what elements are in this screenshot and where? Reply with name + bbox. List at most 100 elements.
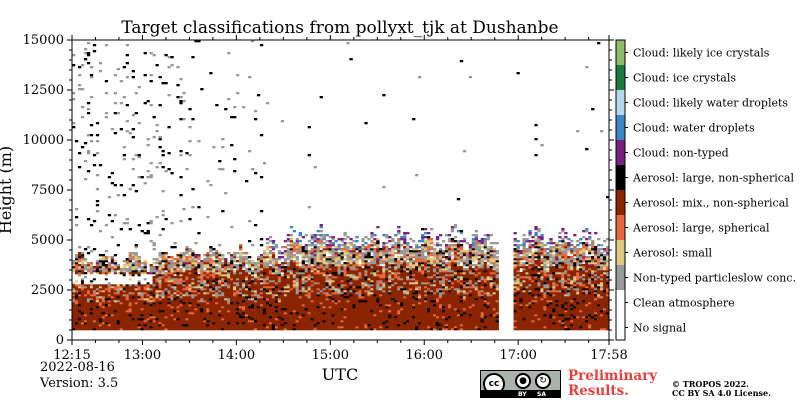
class-cell	[218, 264, 222, 267]
class-cell	[385, 322, 389, 325]
class-cell	[298, 296, 303, 299]
class-cell	[170, 272, 174, 275]
class-cell	[325, 312, 329, 315]
class-cell	[340, 306, 344, 309]
class-cell	[349, 312, 353, 315]
class-cell	[131, 320, 135, 323]
class-cell	[194, 274, 198, 277]
class-cell	[89, 96, 94, 99]
class-cell	[224, 308, 228, 311]
class-cell	[292, 318, 297, 321]
class-cell	[274, 244, 279, 247]
class-cell	[134, 328, 138, 331]
class-cell	[230, 320, 234, 323]
class-cell	[337, 268, 341, 271]
class-cell	[92, 292, 97, 295]
class-cell	[328, 324, 332, 327]
class-cell	[286, 264, 291, 267]
class-cell	[215, 286, 219, 289]
class-cell	[310, 290, 314, 293]
class-cell	[280, 264, 285, 267]
class-cell	[367, 270, 371, 273]
class-cell	[394, 298, 398, 301]
class-cell	[340, 276, 344, 279]
class-cell	[256, 264, 261, 267]
class-cell	[340, 300, 344, 303]
class-cell	[197, 306, 201, 309]
class-cell	[412, 312, 416, 315]
class-cell	[86, 310, 91, 313]
class-cell	[167, 276, 171, 279]
class-cell	[388, 258, 392, 261]
class-cell	[206, 302, 210, 305]
class-cell	[364, 326, 368, 329]
class-cell	[325, 324, 329, 327]
class-cell	[376, 286, 380, 289]
class-cell	[265, 284, 270, 287]
class-cell	[119, 284, 124, 287]
class-cell	[337, 324, 341, 327]
class-cell	[140, 324, 144, 327]
class-cell	[155, 64, 159, 67]
class-cell	[170, 308, 174, 311]
class-cell	[415, 290, 419, 293]
class-cell	[373, 272, 377, 275]
class-cell	[149, 306, 153, 309]
class-cell	[209, 320, 213, 323]
class-cell	[107, 314, 112, 317]
class-cell	[170, 262, 174, 265]
class-cell	[164, 170, 168, 173]
class-cell	[119, 328, 124, 331]
class-cell	[161, 278, 165, 281]
class-cell	[376, 300, 380, 303]
class-cell	[236, 256, 240, 259]
class-cell	[137, 260, 141, 263]
class-cell	[113, 282, 118, 285]
class-cell	[262, 272, 267, 275]
class-cell	[340, 298, 344, 301]
class-cell	[146, 292, 150, 295]
class-cell	[215, 268, 219, 271]
class-cell	[230, 264, 234, 267]
class-cell	[72, 280, 76, 283]
class-cell	[122, 328, 126, 331]
class-cell	[343, 298, 347, 301]
class-cell	[265, 282, 270, 285]
class-cell	[83, 314, 88, 317]
class-cell	[221, 262, 225, 265]
class-cell	[131, 184, 135, 187]
class-cell	[304, 276, 308, 279]
class-cell	[274, 308, 279, 311]
class-cell	[319, 308, 323, 311]
class-cell	[343, 308, 347, 311]
class-cell	[406, 292, 410, 295]
class-cell	[125, 278, 129, 281]
class-cell	[310, 320, 314, 323]
class-cell	[415, 268, 419, 271]
class-cell	[131, 322, 135, 325]
class-cell	[397, 290, 401, 293]
class-cell	[191, 302, 195, 305]
class-cell	[236, 300, 240, 303]
class-cell	[403, 314, 407, 317]
class-cell	[334, 316, 338, 319]
class-cell	[319, 286, 323, 289]
class-cell	[143, 300, 147, 303]
class-cell	[152, 306, 156, 309]
class-cell	[200, 276, 204, 279]
class-cell	[113, 298, 118, 301]
class-cell	[113, 214, 118, 217]
class-cell	[256, 300, 261, 303]
class-cell	[242, 270, 246, 273]
class-cell	[101, 278, 106, 281]
class-cell	[289, 328, 294, 331]
class-cell	[209, 284, 213, 287]
class-cell	[137, 270, 141, 273]
class-cell	[155, 328, 159, 331]
class-cell	[349, 318, 353, 321]
class-cell	[415, 276, 419, 279]
class-cell	[200, 274, 204, 277]
class-cell	[385, 286, 389, 289]
class-cell	[418, 320, 422, 323]
class-cell	[143, 292, 147, 295]
